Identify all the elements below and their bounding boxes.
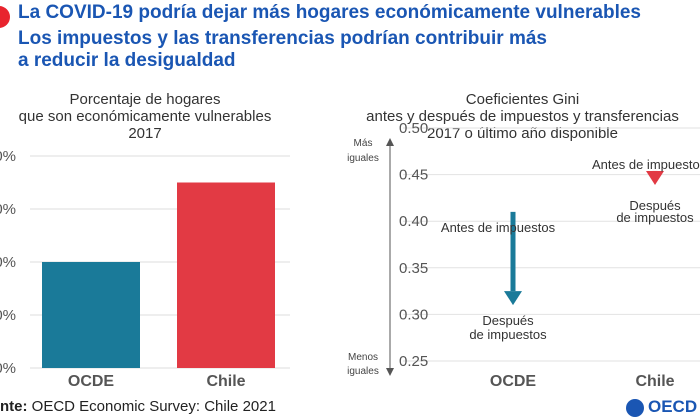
gini-chart-title-line-1: Coeficientes Gini (465, 91, 580, 108)
oecd-logo-icon (626, 399, 644, 417)
bar-chart-title: Porcentaje de hogares que son económicam… (0, 91, 290, 142)
oecd-logo-text: OECD (648, 397, 698, 416)
gini-category-label: Chile (635, 373, 674, 390)
bar-chart-title-line-2: que son económicamente vulnerables (18, 108, 272, 125)
gini-axis-bottom-label-2: iguales (347, 366, 379, 377)
gini-ytick-label: 0.45 (399, 167, 428, 184)
gini-ytick-label: 0.35 (399, 260, 428, 277)
bar-ocde (42, 262, 140, 368)
gini-ytick-label: 0.50 (399, 120, 428, 137)
headline-line-1: La COVID-19 podría dejar más hogares eco… (18, 2, 641, 23)
source-label: nte: (0, 398, 28, 415)
gini-chart-title-line-2: antes y después de impuestos y transfere… (366, 108, 679, 125)
gini-chart-title-line-3: 2017 o último año disponible (427, 125, 618, 142)
gini-chile-before-label: Antes de impuestos (592, 157, 700, 172)
bar-category-label: OCDE (68, 373, 115, 390)
bar-chile (177, 182, 275, 368)
bar-ytick-label: 0% (0, 307, 16, 324)
gini-axis-bottom-label-1: Menos (348, 352, 378, 363)
gini-oecd-after-label-2: de impuestos (469, 327, 547, 342)
covid-badge-icon (0, 6, 10, 28)
source-text: OECD Economic Survey: Chile 2021 (27, 398, 276, 415)
gini-axis-arrow-up (386, 138, 394, 146)
headline-line-2: Los impuestos y las transferencias podrí… (18, 28, 547, 49)
gini-arrow-oecd-head (504, 291, 522, 306)
headline-line-3: a reducir la desigualdad (18, 50, 236, 71)
bar-ytick-label: 0% (0, 360, 16, 377)
bar-chart-title-line-3: 2017 (128, 125, 162, 142)
source-note: nte: OECD Economic Survey: Chile 2021 (0, 398, 276, 415)
gini-chile-after-label-1: Después (629, 198, 681, 213)
bar-chart-title-line-1: Porcentaje de hogares (69, 91, 221, 108)
gini-oecd-after-label-1: Después (482, 313, 534, 328)
oecd-logo: OECD (626, 397, 700, 417)
gini-ytick-label: 0.40 (399, 213, 428, 230)
bar-category-label: Chile (206, 373, 245, 390)
gini-ytick-label: 0.30 (399, 306, 428, 323)
gini-axis-arrow-down (386, 368, 394, 376)
bar-ytick-label: 0% (0, 201, 16, 218)
gini-chart-title: Coeficientes Gini antes y después de imp… (345, 91, 700, 142)
gini-oecd-before-label: Antes de impuestos (441, 220, 556, 235)
bar-ytick-label: 0% (0, 254, 16, 271)
bar-ytick-label: 0% (0, 148, 16, 165)
gini-chile-after-label-2: de impuestos (616, 210, 694, 225)
gini-axis-top-label-1: Más (354, 138, 373, 149)
gini-axis-top-label-2: iguales (347, 153, 379, 164)
gini-ytick-label: 0.25 (399, 353, 428, 370)
gini-category-label: OCDE (490, 373, 537, 390)
gini-arrow-chile-head (646, 170, 664, 185)
